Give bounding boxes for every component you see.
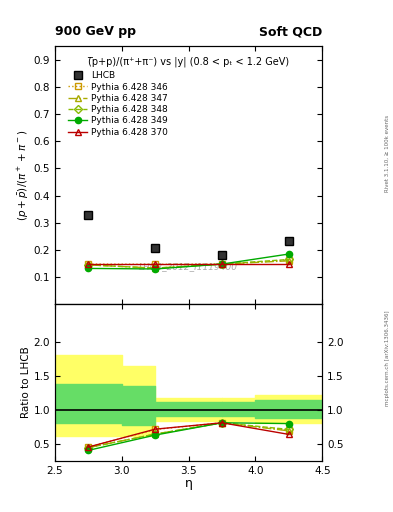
Pythia 6.428 348 (286, 257, 291, 263)
Pythia 6.428 347 (86, 262, 91, 268)
Pythia 6.428 370 (86, 261, 91, 267)
Pythia 6.428 370 (220, 261, 224, 267)
LHCB (153, 245, 158, 251)
Text: Soft QCD: Soft QCD (259, 26, 322, 38)
Pythia 6.428 349 (86, 265, 91, 271)
Y-axis label: $(p+\bar{p})/(\pi^+ + \pi^-)$: $(p+\bar{p})/(\pi^+ + \pi^-)$ (16, 130, 31, 221)
Line: LHCB: LHCB (84, 211, 293, 259)
Pythia 6.428 347 (220, 261, 224, 267)
Text: mcplots.cern.ch [arXiv:1306.3436]: mcplots.cern.ch [arXiv:1306.3436] (385, 311, 389, 406)
Text: 900 GeV pp: 900 GeV pp (55, 26, 136, 38)
LHCB (86, 212, 91, 219)
Pythia 6.428 346 (153, 261, 158, 267)
Line: Pythia 6.428 346: Pythia 6.428 346 (85, 257, 292, 267)
Line: Pythia 6.428 370: Pythia 6.428 370 (85, 261, 292, 267)
Line: Pythia 6.428 349: Pythia 6.428 349 (85, 251, 292, 272)
LHCB (220, 251, 224, 258)
Text: Rivet 3.1.10, ≥ 100k events: Rivet 3.1.10, ≥ 100k events (385, 115, 389, 192)
Text: LHCB_2012_I1119400: LHCB_2012_I1119400 (139, 262, 238, 271)
Pythia 6.428 347 (286, 258, 291, 264)
Pythia 6.428 348 (220, 261, 224, 267)
Legend: LHCB, Pythia 6.428 346, Pythia 6.428 347, Pythia 6.428 348, Pythia 6.428 349, Py: LHCB, Pythia 6.428 346, Pythia 6.428 347… (64, 68, 172, 140)
Pythia 6.428 349 (286, 251, 291, 257)
Pythia 6.428 348 (153, 265, 158, 271)
Pythia 6.428 347 (153, 265, 158, 271)
Pythia 6.428 346 (86, 261, 91, 267)
Pythia 6.428 349 (153, 266, 158, 272)
Text: (̅p+p)/(π⁺+π⁻) vs |y| (0.8 < pₜ < 1.2 GeV): (̅p+p)/(π⁺+π⁻) vs |y| (0.8 < pₜ < 1.2 Ge… (88, 56, 289, 67)
Pythia 6.428 349 (220, 261, 224, 267)
Pythia 6.428 370 (286, 261, 291, 267)
Pythia 6.428 346 (220, 261, 224, 267)
Line: Pythia 6.428 348: Pythia 6.428 348 (85, 257, 292, 271)
Pythia 6.428 346 (286, 257, 291, 263)
LHCB (286, 238, 291, 244)
X-axis label: η: η (185, 477, 193, 490)
Y-axis label: Ratio to LHCB: Ratio to LHCB (21, 347, 31, 418)
Line: Pythia 6.428 347: Pythia 6.428 347 (85, 258, 292, 271)
Pythia 6.428 370 (153, 261, 158, 267)
Pythia 6.428 348 (86, 262, 91, 268)
